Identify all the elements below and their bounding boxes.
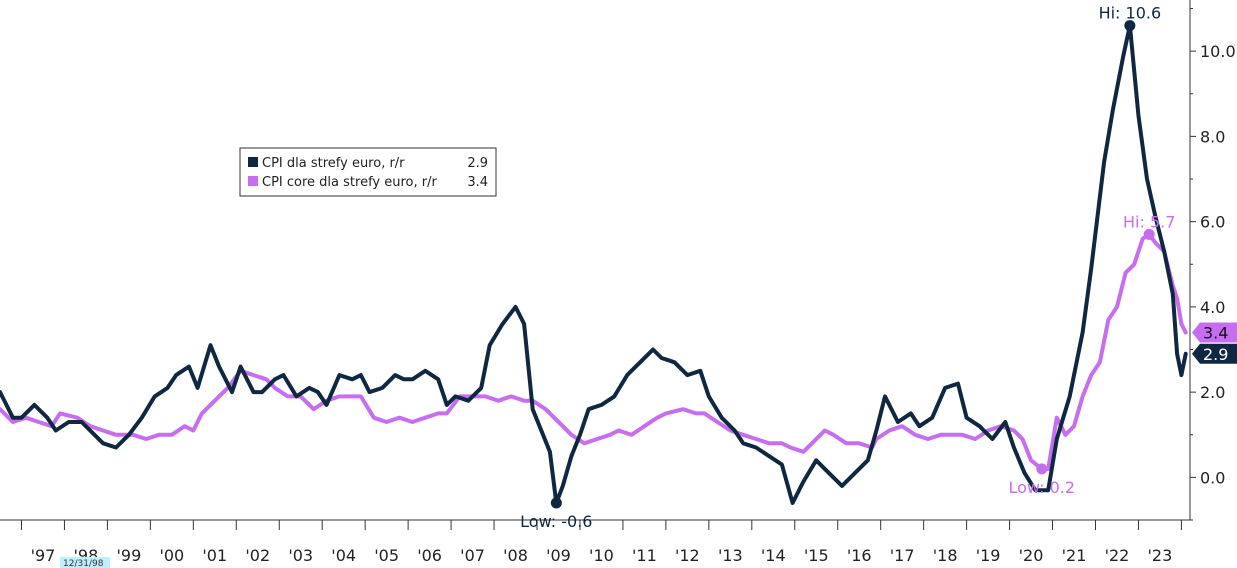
x-tick-label: '08 bbox=[503, 546, 528, 565]
x-tick-label: '15 bbox=[804, 546, 829, 565]
x-tick-label: '22 bbox=[1105, 546, 1130, 565]
date-box-label: 12/31/98 bbox=[63, 559, 104, 568]
annotation-low-label: Low: -0.6 bbox=[520, 512, 592, 531]
series-line-cpi-core bbox=[0, 232, 1188, 471]
y-tick-label: 4.0 bbox=[1200, 298, 1225, 317]
last-value-label-cpi: 2.9 bbox=[1203, 345, 1228, 364]
x-tick-label: '09 bbox=[546, 546, 571, 565]
date-box: 12/31/98 bbox=[60, 557, 110, 568]
x-tick-label: '18 bbox=[933, 546, 958, 565]
legend: CPI dla strefy euro, r/r 2.9 CPI core dl… bbox=[239, 147, 497, 197]
x-tick-label: '13 bbox=[718, 546, 743, 565]
x-tick-label: '17 bbox=[890, 546, 915, 565]
x-tick-label: '04 bbox=[331, 546, 356, 565]
y-tick-label: 6.0 bbox=[1200, 213, 1225, 232]
annotation-high-label: Hi: 10.6 bbox=[1099, 4, 1162, 23]
last-value-label-cpi-core: 3.4 bbox=[1203, 323, 1228, 342]
legend-value-cpi: 2.9 bbox=[467, 156, 488, 171]
legend-swatch-cpi bbox=[248, 157, 258, 167]
series-line-cpi bbox=[0, 23, 1188, 505]
annotation-layer: Hi: 10.6 Low: -0.6 Hi: 5.7 Low: 0.2 2.9 3.4 bbox=[520, 4, 1237, 531]
y-tick-label: 10.0 bbox=[1200, 42, 1236, 61]
annotation-marker bbox=[1036, 463, 1048, 475]
legend-value-cpi-core: 3.4 bbox=[467, 175, 488, 190]
annotation-high-label: Hi: 5.7 bbox=[1123, 212, 1175, 231]
last-value-tag-cpi-core bbox=[1192, 322, 1237, 343]
x-tick-label: '07 bbox=[460, 546, 485, 565]
series-layer bbox=[0, 23, 1188, 505]
x-tick-label: '10 bbox=[589, 546, 614, 565]
x-tick-label: '03 bbox=[288, 546, 313, 565]
x-tick-label: '20 bbox=[1019, 546, 1044, 565]
x-tick-label: '19 bbox=[976, 546, 1001, 565]
x-tick-label: '16 bbox=[847, 546, 872, 565]
x-tick-label: '06 bbox=[417, 546, 442, 565]
x-tick-label: '00 bbox=[159, 546, 184, 565]
legend-label-cpi-core: CPI core dla strefy euro, r/r bbox=[262, 175, 437, 190]
x-tick-label: '01 bbox=[202, 546, 227, 565]
annotation-low-label: Low: 0.2 bbox=[1009, 478, 1076, 497]
x-tick-label: '14 bbox=[761, 546, 786, 565]
legend-swatch-cpi-core bbox=[248, 176, 258, 186]
x-tick-label: '11 bbox=[632, 546, 657, 565]
x-tick-label: '23 bbox=[1148, 546, 1173, 565]
x-tick-label: '21 bbox=[1062, 546, 1087, 565]
x-tick-label: '05 bbox=[374, 546, 399, 565]
annotation-marker bbox=[550, 497, 562, 509]
last-value-tag-cpi bbox=[1192, 343, 1237, 364]
annotation-marker bbox=[1143, 228, 1155, 240]
y-tick-label: 2.0 bbox=[1200, 383, 1225, 402]
annotation-marker bbox=[1124, 20, 1136, 32]
x-tick-label: '99 bbox=[116, 546, 141, 565]
x-tick-label: '12 bbox=[675, 546, 700, 565]
legend-label-cpi: CPI dla strefy euro, r/r bbox=[262, 156, 405, 171]
y-tick-label: 0.0 bbox=[1200, 468, 1225, 487]
x-tick-label: '97 bbox=[31, 546, 56, 565]
y-tick-label: 8.0 bbox=[1200, 127, 1225, 146]
x-tick-label: '02 bbox=[245, 546, 270, 565]
